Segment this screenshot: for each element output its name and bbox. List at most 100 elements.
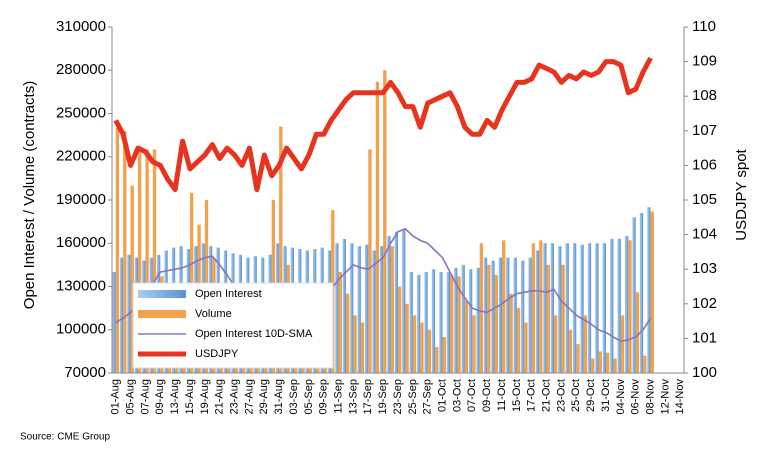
bar (123, 130, 127, 373)
x-tick-label: 03-Oct (451, 379, 463, 412)
bar (624, 236, 629, 373)
x-tick-label: 27-Aug (243, 379, 255, 414)
bar (409, 272, 413, 373)
bar (342, 238, 346, 373)
y2-tick-label: 105 (692, 191, 717, 208)
y2-tick-label: 109 (692, 53, 717, 70)
bar (509, 293, 513, 373)
x-tick-label: 29-Aug (258, 379, 270, 414)
bar (513, 257, 517, 373)
x-tick-label: 05-Sep (303, 379, 315, 414)
y-tick-label: 280000 (56, 61, 106, 78)
legend-swatch (138, 290, 186, 298)
source-note: Source: CME Group (20, 432, 110, 443)
x-tick-label: 31-Oct (600, 379, 612, 412)
y-tick-label: 190000 (56, 191, 106, 208)
y-tick-label: 100000 (56, 321, 106, 338)
bar (416, 274, 421, 373)
bar (383, 70, 387, 373)
legend-label: USDJPY (195, 348, 239, 360)
bar (405, 303, 409, 373)
bar (152, 149, 157, 373)
x-tick-label: 19-Aug (199, 379, 211, 414)
x-tick-label: 25-Oct (570, 379, 582, 412)
x-tick-label: 17-Oct (526, 379, 538, 412)
bar (346, 293, 350, 373)
y-tick-label: 160000 (56, 234, 106, 251)
x-tick-label: 17-Sep (362, 379, 374, 414)
bar (610, 238, 614, 373)
y-tick-label: 130000 (56, 277, 106, 294)
bar (424, 272, 428, 373)
x-tick-label: 07-Aug (139, 379, 151, 414)
y-tick-label: 250000 (56, 104, 106, 121)
legend-label: Open Interest (195, 288, 262, 300)
x-tick-label: 08-Nov (644, 379, 656, 415)
bar (498, 257, 502, 373)
bar (442, 336, 446, 373)
bar (138, 146, 142, 373)
y-tick-label: 310000 (56, 18, 106, 35)
bar (576, 344, 580, 373)
bar (568, 329, 573, 373)
bar (617, 238, 621, 373)
bar (115, 127, 120, 374)
bar (524, 322, 528, 373)
x-tick-label: 12-Nov (659, 379, 671, 415)
bar (583, 315, 588, 373)
bar (606, 352, 610, 373)
bar (613, 358, 617, 373)
bar (591, 358, 595, 373)
bar (454, 267, 458, 373)
bar (402, 228, 406, 373)
line-series (113, 56, 653, 193)
x-tick-label: 09-Oct (481, 379, 493, 412)
bar (479, 243, 484, 373)
x-tick-label: 09-Sep (318, 379, 330, 414)
x-tick-label: 15-Aug (184, 379, 196, 414)
bar (472, 315, 476, 373)
bar (628, 240, 632, 373)
x-tick-label: 07-Oct (466, 379, 478, 412)
bar (528, 257, 532, 373)
bar (520, 260, 525, 373)
bar (506, 257, 510, 373)
bar (368, 149, 372, 373)
bar (494, 274, 498, 373)
bar (398, 286, 402, 373)
bar (394, 231, 398, 373)
x-tick-label: 11-Sep (332, 379, 344, 414)
x-tick-label: 31-Aug (273, 379, 285, 414)
x-tick-label: 05-Aug (124, 379, 136, 414)
bar (643, 355, 647, 373)
bar (561, 264, 565, 373)
y2-tick-label: 101 (692, 329, 717, 346)
bar (647, 207, 651, 373)
x-tick-label: 06-Nov (630, 379, 642, 415)
y2-tick-label: 110 (692, 18, 716, 35)
bar (279, 126, 283, 373)
bar (635, 292, 640, 373)
bar (439, 272, 443, 373)
bar (427, 329, 432, 373)
bar (357, 246, 361, 373)
y-tick-label: 220000 (56, 148, 106, 165)
x-tick-label: 13-Sep (347, 379, 359, 414)
bar (335, 243, 339, 373)
x-tick-label: 09-Aug (154, 379, 166, 414)
y2-tick-label: 104 (692, 226, 717, 243)
bar (390, 246, 394, 373)
x-tick-label: 14-Nov (674, 379, 686, 415)
bar (602, 243, 606, 373)
x-tick-label: 21-Aug (214, 379, 226, 414)
y2-tick-label: 107 (692, 122, 717, 139)
bar (620, 315, 625, 373)
bar (580, 244, 584, 373)
bar (364, 244, 369, 373)
bar (145, 149, 149, 373)
x-tick-label: 19-Sep (377, 379, 389, 414)
bar (487, 264, 491, 373)
bar (650, 211, 654, 373)
bar (379, 246, 384, 373)
legend-label: Open Interest 10D-SMA (195, 328, 313, 340)
